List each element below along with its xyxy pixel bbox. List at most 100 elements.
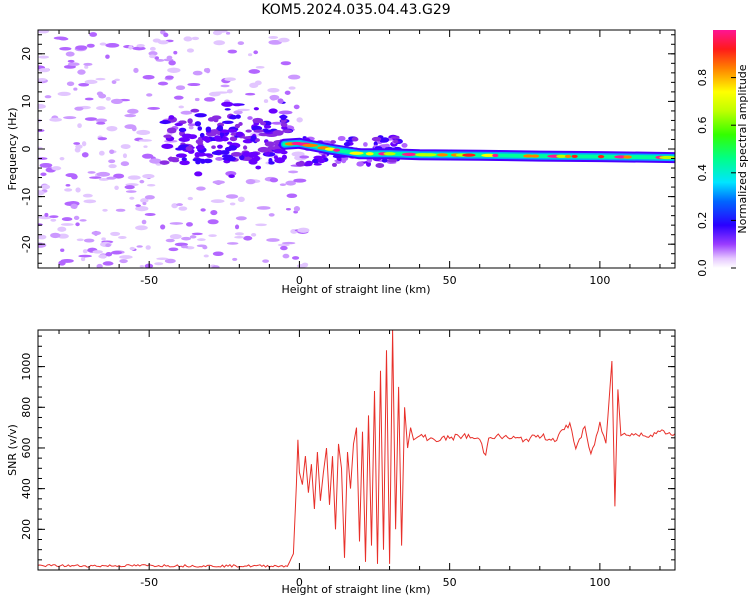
noise-blob [224, 77, 236, 82]
noise-blob [173, 50, 178, 55]
noise-blob [38, 157, 48, 160]
noise-blob [226, 89, 233, 94]
spectrogram-panel: -50 0 50 100 -20 -10 0 10 20 Height of straight … [6, 29, 676, 296]
noise-blob [89, 176, 102, 179]
noise-blob [263, 124, 272, 129]
noise-blob [86, 43, 95, 48]
noise-blob [245, 92, 256, 96]
noise-blob [159, 120, 171, 125]
noise-blob [228, 145, 238, 151]
y-tick-label: 20 [20, 47, 33, 61]
noise-blob [65, 183, 71, 187]
noise-blob [280, 245, 288, 251]
noise-blob [160, 224, 166, 230]
noise-blob [38, 55, 50, 59]
y-tick-label: 10 [20, 94, 33, 108]
noise-blob [280, 114, 287, 121]
noise-blob [266, 238, 280, 242]
noise-blob [213, 135, 222, 141]
noise-blob [135, 225, 148, 231]
noise-blob [105, 96, 111, 101]
noise-blob [144, 212, 156, 216]
noise-blob [120, 161, 130, 167]
noise-blob [255, 165, 262, 170]
noise-blob [271, 121, 283, 125]
ridge-hotspot [383, 152, 396, 156]
noise-blob [253, 107, 259, 111]
noise-blob [200, 208, 206, 212]
noise-blob [102, 208, 108, 212]
y-tick-label: 600 [20, 437, 33, 458]
y-tick-label: -20 [20, 235, 33, 253]
noise-blob [269, 94, 280, 101]
noise-blob [154, 56, 159, 60]
noise-blob [129, 196, 135, 200]
noise-blob [234, 232, 244, 236]
noise-blob [169, 222, 184, 225]
noise-blob [108, 159, 116, 164]
noise-blob [66, 81, 75, 87]
noise-blob [41, 184, 51, 190]
noise-blob [220, 84, 230, 88]
noise-blob [174, 242, 189, 247]
noise-blob [235, 131, 244, 137]
noise-blob [272, 130, 284, 136]
noise-blob [106, 126, 118, 132]
noise-blob [284, 90, 291, 95]
noise-blob [343, 142, 351, 147]
ridge-hotspot [492, 153, 499, 158]
noise-blob [192, 70, 203, 76]
noise-blob [165, 75, 174, 80]
noise-blob [253, 129, 264, 133]
noise-blob [71, 174, 78, 180]
noise-blob [196, 186, 206, 191]
noise-blob [119, 255, 133, 259]
noise-blob [96, 171, 111, 177]
noise-blob [262, 129, 272, 133]
noise-blob [221, 101, 234, 107]
noise-blob [84, 117, 98, 121]
noise-blob [81, 152, 89, 158]
noise-blob [225, 194, 239, 199]
noise-blob [203, 97, 216, 102]
noise-blob [330, 140, 337, 144]
snr-ylabel: SNR (v/v) [6, 424, 19, 476]
noise-blob [129, 246, 136, 251]
spectrogram-xlabel: Height of straight line (km) [281, 283, 430, 296]
noise-blob [274, 157, 286, 164]
noise-blob [401, 143, 408, 148]
noise-blob [168, 156, 174, 162]
noise-blob [277, 98, 284, 104]
noise-blob [163, 32, 169, 38]
noise-blob [161, 143, 174, 149]
noise-blob [59, 46, 72, 51]
ridge-hotspot [333, 148, 341, 152]
noise-blob [237, 108, 250, 112]
noise-blob [237, 41, 245, 46]
colorbar-ticks: 0.0 0.2 0.4 0.6 0.8 [696, 69, 736, 277]
noise-blob [226, 156, 236, 162]
noise-blob [132, 46, 146, 51]
noise-blob [83, 238, 95, 243]
noise-blob [257, 146, 270, 153]
noise-blob [205, 126, 212, 133]
noise-blob [203, 254, 209, 258]
noise-blob [91, 231, 101, 236]
noise-blob [119, 259, 128, 264]
noise-blob [74, 106, 84, 111]
noise-blob [127, 175, 141, 180]
noise-blob [256, 206, 271, 210]
noise-blob [166, 55, 173, 60]
noise-blob [98, 150, 105, 156]
ridge-hotspot [530, 154, 540, 158]
noise-blob [176, 203, 183, 207]
noise-blob [67, 59, 75, 63]
noise-blob [180, 110, 193, 115]
noise-blob [296, 117, 303, 123]
noise-blob [58, 37, 69, 41]
noise-blob [50, 232, 61, 239]
noise-blob [282, 253, 290, 259]
noise-blob [109, 149, 115, 154]
noise-blob [124, 124, 137, 130]
